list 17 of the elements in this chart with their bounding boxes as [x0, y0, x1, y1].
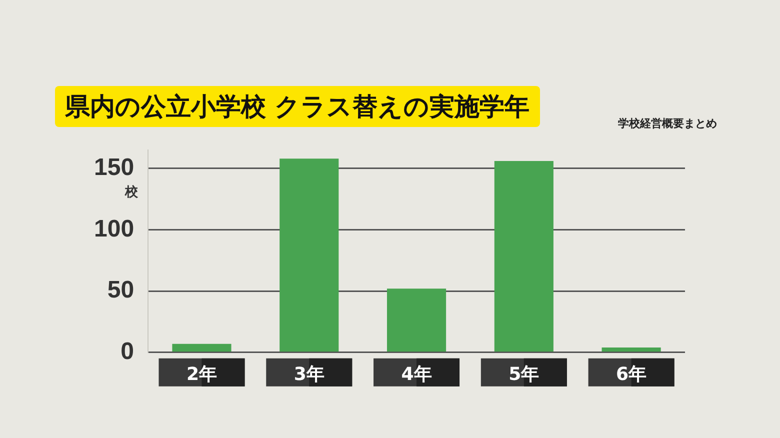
bar — [280, 158, 339, 352]
text: 学校経営概要まとめ — [618, 116, 717, 131]
y-tick-label: 0 — [120, 338, 134, 366]
y-tick-label: 50 — [107, 276, 134, 304]
x-tick-label: 6年 — [616, 364, 647, 385]
chart-title: 県内の公立小学校 クラス替えの実施学年 — [55, 86, 540, 127]
bar — [172, 344, 232, 352]
x-tick-label: 5年 — [508, 364, 540, 385]
y-axis-title: 校 — [124, 184, 140, 200]
x-tick-label: 4年 — [401, 364, 432, 385]
x-tick-label: 2年 — [186, 364, 218, 385]
y-tick-label: 100 — [94, 215, 134, 242]
x-tick-label: 3年 — [294, 364, 324, 385]
bar — [386, 288, 446, 352]
y-tick-label: 150 — [94, 154, 134, 182]
bar — [494, 161, 554, 352]
bar — [602, 347, 661, 352]
